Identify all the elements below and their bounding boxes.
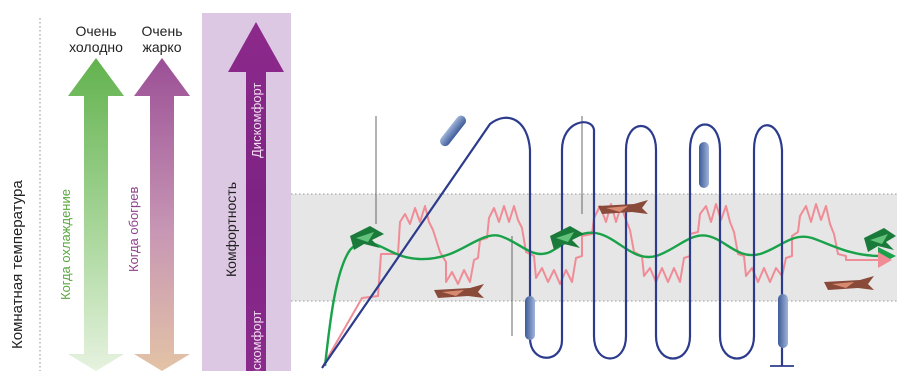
- jet-airflow-icon: [824, 276, 874, 290]
- airflow-icon: [864, 228, 896, 252]
- airflow-icon: [350, 226, 384, 250]
- cooling-arrow: [68, 58, 124, 371]
- when-heating-label: Когда обогрев: [126, 187, 141, 272]
- comfort-discomfort-arrow: [228, 22, 284, 371]
- jet-airflow-icon: [434, 284, 484, 298]
- blue-draft-icon: [440, 115, 467, 147]
- very-hot-label-1: Очень: [142, 23, 183, 39]
- pink-curve-arrowhead: [878, 252, 892, 268]
- discomfort-top-label: Дискомфорт: [249, 83, 264, 158]
- when-cooling-label: Когда охлаждение: [58, 189, 73, 300]
- very-cold-label-2: холодно: [69, 39, 123, 55]
- blue-draft-icon: [778, 294, 788, 348]
- discomfort-bottom-label: Дискомфорт: [249, 311, 264, 371]
- blue-swing-curve: [321, 116, 784, 369]
- very-hot-label-2: жарко: [142, 39, 181, 55]
- blue-draft-icon: [699, 142, 709, 188]
- heating-arrow: [134, 58, 190, 371]
- airflow-icon: [550, 226, 584, 250]
- comfort-label: Комфортность: [223, 182, 239, 277]
- jet-airflow-icon: [598, 200, 648, 214]
- room-temperature-label: Комнатная температура: [9, 180, 26, 349]
- pink-temperature-curve: [322, 203, 880, 367]
- blue-draft-icon: [525, 296, 535, 340]
- very-cold-label-1: Очень: [76, 23, 117, 39]
